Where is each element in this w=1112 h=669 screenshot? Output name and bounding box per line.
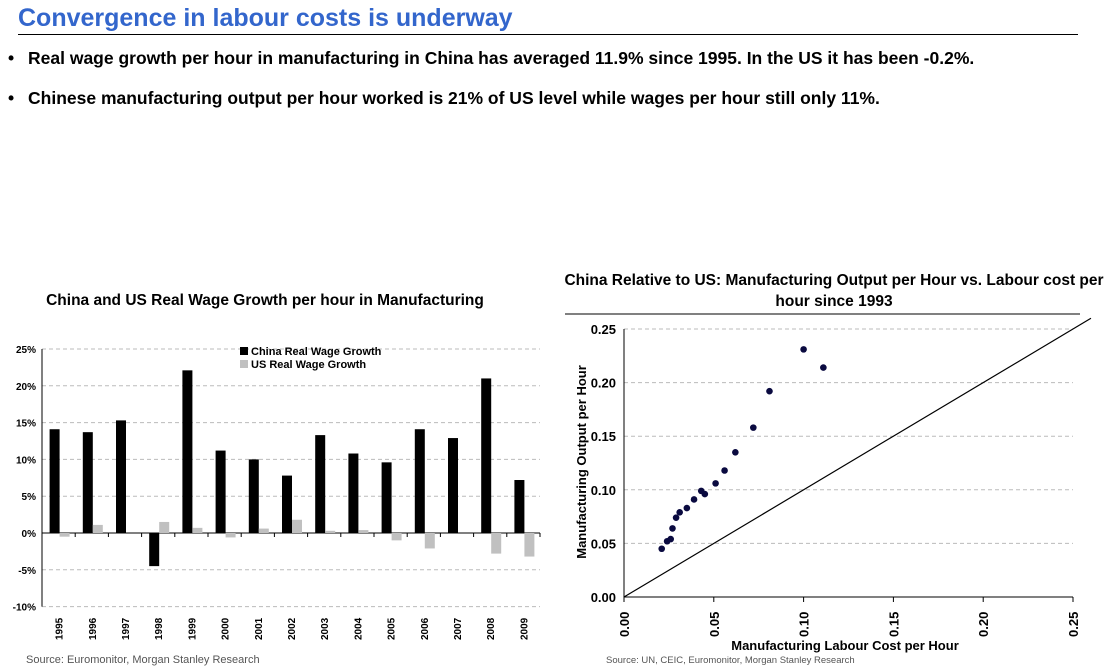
us-bar	[192, 527, 203, 533]
x-tick-label: 2007	[453, 617, 464, 640]
bullet-1: • Real wage growth per hour in manufactur…	[8, 48, 975, 68]
scatter-point	[721, 467, 728, 474]
china-bar	[182, 370, 193, 533]
x-tick-label: 1999	[187, 617, 198, 640]
x-tick-label: 1997	[121, 617, 132, 640]
us-bar	[524, 533, 535, 557]
x-tick-label: 2003	[320, 617, 331, 640]
x-tick-label: 2002	[287, 617, 298, 640]
scatter-point	[690, 496, 698, 503]
legend-swatch	[240, 347, 248, 355]
scatter-chart-source: Source: UN, CEIC, Euromonitor, Morgan St…	[606, 655, 855, 666]
scatter-point	[667, 535, 674, 543]
x-tick-label: 1998	[154, 617, 165, 640]
us-bar	[391, 533, 402, 541]
x-tick-label: 2006	[420, 617, 431, 640]
x-tick-label: 2004	[353, 617, 364, 640]
page-title: Convergence in labour costs is underway	[18, 4, 513, 32]
china-bar	[481, 378, 492, 533]
us-bar	[424, 533, 435, 549]
us-bar	[358, 530, 369, 533]
bar-chart-source: Source: Euromonitor, Morgan Stanley Rese…	[26, 654, 260, 666]
china-bar	[448, 438, 458, 533]
china-bar	[315, 435, 326, 533]
scatter-point	[732, 448, 739, 456]
scatter-point	[658, 545, 666, 553]
us-bar	[325, 530, 336, 533]
us-bar	[59, 533, 70, 537]
us-bar	[92, 524, 103, 533]
x-tick-label: 0.20	[976, 612, 991, 637]
y-tick-label: -5%	[18, 566, 36, 577]
legend-label: China Real Wage Growth	[251, 346, 382, 358]
y-tick-label: 10%	[16, 455, 36, 466]
y-tick-label: 0.20	[591, 376, 616, 391]
china-bar	[381, 462, 392, 533]
scatter-point	[820, 364, 827, 371]
y-tick-label: 25%	[16, 345, 36, 356]
china-bar	[248, 459, 259, 533]
y-axis-label: Manufacturing Output per Hour	[574, 365, 589, 559]
y-tick-label: 15%	[16, 419, 36, 430]
china-bar	[149, 533, 160, 567]
y-tick-label: 0.25	[591, 322, 616, 337]
x-tick-label: 1996	[88, 617, 99, 640]
scatter-point	[683, 504, 691, 512]
x-tick-label: 2000	[221, 617, 232, 640]
x-tick-label: 2001	[254, 617, 265, 640]
scatter-point	[750, 424, 757, 431]
y-tick-label: 0.00	[591, 590, 616, 605]
x-tick-label: 2009	[519, 617, 530, 640]
x-tick-label: 0.15	[886, 612, 901, 637]
x-tick-label: 0.05	[707, 612, 722, 637]
scatter-point	[676, 509, 683, 516]
china-bar	[215, 450, 226, 533]
y-tick-label: 0.05	[591, 536, 616, 551]
y-tick-label: 0%	[22, 529, 37, 540]
x-tick-label: 0.10	[797, 612, 812, 637]
china-bar	[116, 420, 126, 533]
china-bar	[348, 453, 359, 533]
x-tick-label: 2008	[486, 617, 497, 640]
us-bar	[491, 533, 502, 554]
scatter-point	[712, 480, 719, 487]
scatter-point	[800, 346, 807, 353]
scatter-point	[766, 387, 773, 395]
y-tick-label: 0.15	[591, 429, 616, 444]
bullet-2: • Chinese manufacturing output per hour w…	[8, 88, 880, 108]
x-tick-label: 0.00	[617, 612, 632, 637]
legend-label: US Real Wage Growth	[251, 359, 366, 371]
scatter-chart-title: China Relative to US: Manufacturing Outp…	[564, 272, 1104, 310]
china-bar	[414, 429, 425, 533]
y-tick-label: 20%	[16, 382, 36, 393]
y-tick-label: -10%	[13, 603, 36, 614]
scatter-point	[701, 490, 709, 498]
x-tick-label: 2005	[387, 617, 398, 640]
us-bar	[225, 533, 236, 538]
china-bar	[49, 429, 60, 533]
x-axis-label: Manufacturing Labour Cost per Hour	[731, 638, 959, 653]
us-bar	[159, 521, 170, 533]
scatter-point	[672, 514, 680, 521]
us-bar	[292, 519, 302, 533]
legend-swatch	[240, 360, 248, 368]
scatter-point	[669, 525, 676, 532]
bullet-text: Chinese manufacturing output per hour wo…	[28, 88, 880, 108]
x-tick-label: 1995	[55, 617, 66, 640]
bar-chart-title: China and US Real Wage Growth per hour i…	[46, 292, 484, 309]
china-bar	[514, 480, 525, 533]
china-bar	[282, 475, 292, 533]
title-divider	[18, 34, 1078, 35]
china-bar	[82, 432, 93, 533]
reference-line	[623, 317, 1092, 598]
y-tick-label: 5%	[22, 492, 37, 503]
bullet-text: Real wage growth per hour in manufacturi…	[28, 48, 975, 68]
x-tick-label: 0.25	[1066, 612, 1081, 637]
us-bar	[258, 528, 269, 533]
y-tick-label: 0.10	[591, 483, 616, 498]
